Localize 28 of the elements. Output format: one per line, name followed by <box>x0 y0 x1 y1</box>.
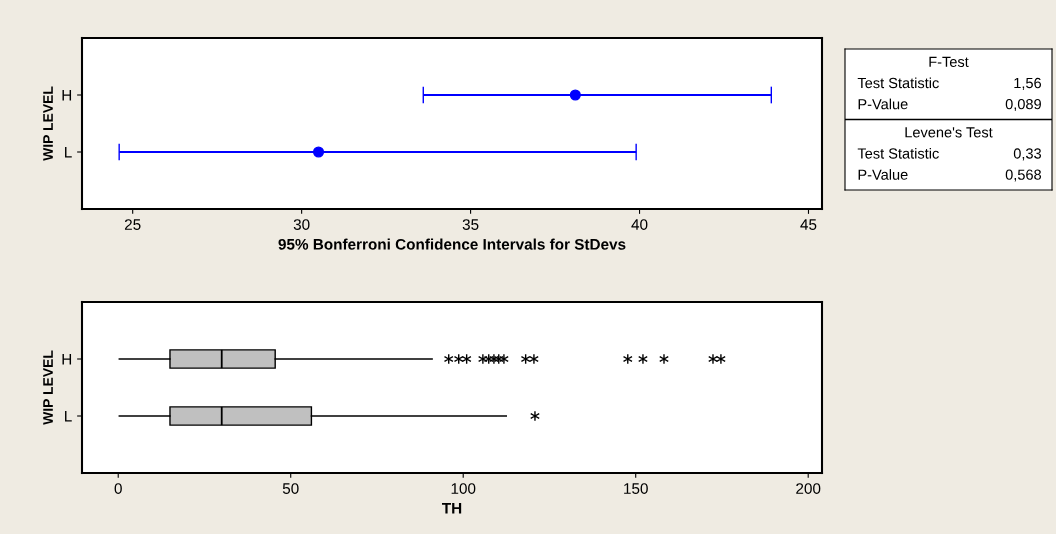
text: P-Value <box>858 169 908 180</box>
x-tick-label: 35 <box>462 219 479 230</box>
y-axis-title: WIP LEVEL <box>43 86 53 161</box>
text: 0,33 <box>1013 148 1042 161</box>
y-tick-label: H <box>62 354 72 365</box>
text: Test Statistic <box>857 147 939 159</box>
y-axis-title: WIP LEVEL <box>43 350 53 425</box>
text: 0,568 <box>1005 169 1042 182</box>
y-tick-label: L <box>65 411 72 422</box>
y-tick-label: H <box>62 90 72 101</box>
x-tick-label: 150 <box>624 483 648 494</box>
text: 1,56 <box>1014 77 1042 90</box>
x-tick-label: 0 <box>114 483 122 494</box>
x-tick-label: 45 <box>800 219 817 230</box>
x-axis-title: 95% Bonferroni Confidence Intervals for StDevs <box>278 238 626 250</box>
x-tick-label: 100 <box>451 483 476 494</box>
x-tick-label: 200 <box>796 483 821 494</box>
x-tick-label: 30 <box>293 219 310 230</box>
text: Levene's Test <box>905 127 993 138</box>
text: F-Test <box>929 56 969 68</box>
x-tick-label: 40 <box>631 219 648 230</box>
x-tick-label: 50 <box>282 483 299 494</box>
x-axis-title: TH <box>441 503 462 514</box>
text: Test Statistic <box>857 77 939 89</box>
text: P-Value <box>858 98 908 110</box>
y-tick-label: L <box>65 147 72 158</box>
text: 0,089 <box>1005 98 1041 112</box>
x-tick-label: 25 <box>124 219 141 230</box>
